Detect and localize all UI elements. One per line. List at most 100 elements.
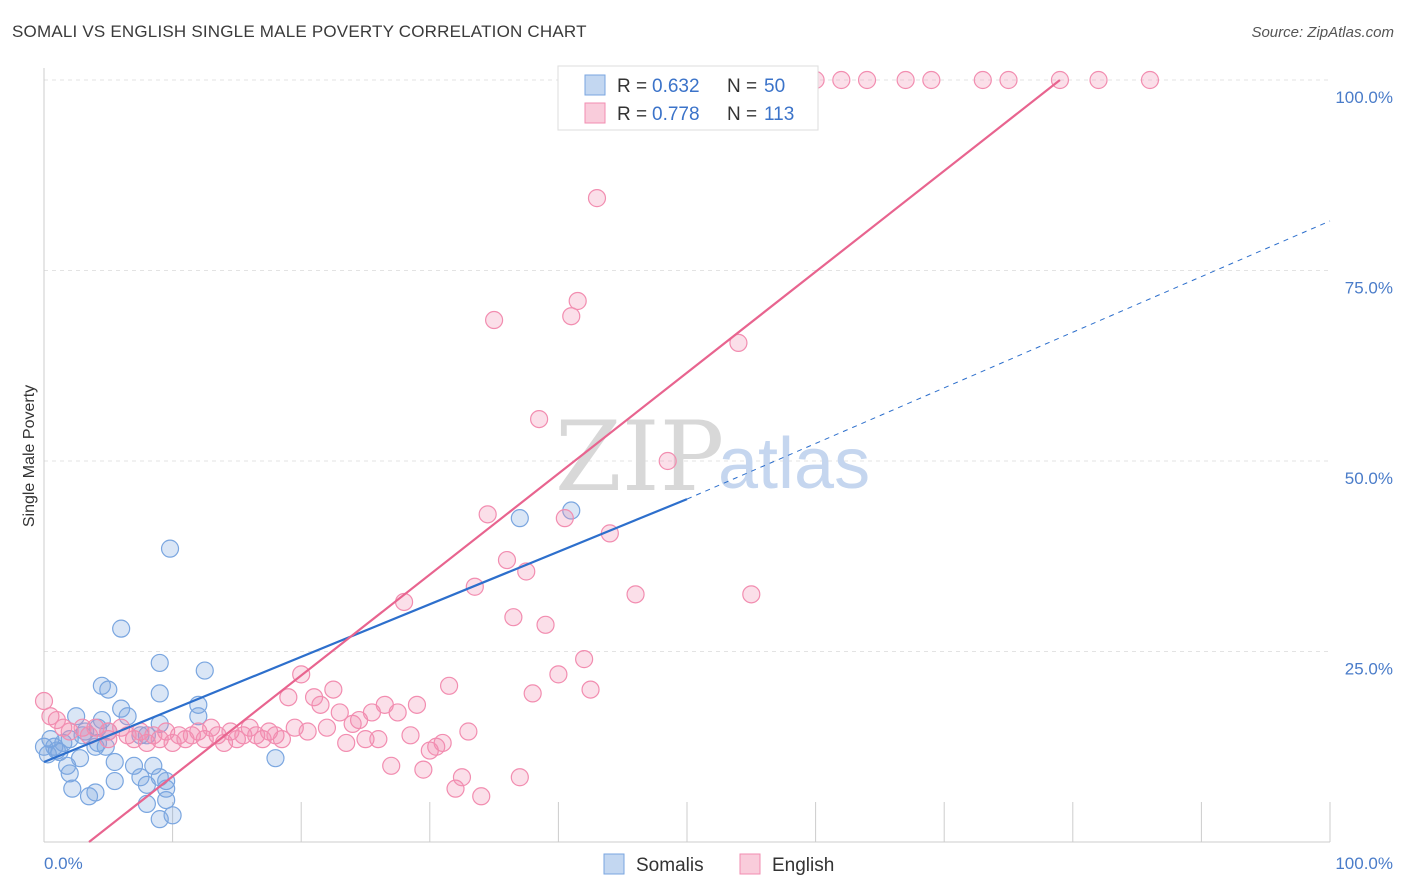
series-somalis: [34, 501, 581, 829]
data-point: [388, 703, 407, 722]
data-point: [279, 688, 298, 707]
data-point: [73, 718, 92, 737]
data-point: [105, 771, 124, 791]
y-axis-title: Single Male Poverty: [21, 385, 38, 527]
data-point: [202, 718, 221, 737]
data-point: [298, 722, 317, 741]
data-point: [317, 718, 337, 737]
data-point: [575, 650, 594, 669]
legend-n-label: N =: [727, 104, 757, 125]
data-point: [195, 661, 214, 680]
trend-line-english: [88, 79, 1061, 843]
data-point: [562, 307, 581, 326]
data-point: [337, 733, 356, 753]
trend-line-extension: [686, 220, 1331, 500]
data-point: [234, 726, 253, 745]
data-point: [266, 749, 285, 768]
data-point: [626, 585, 645, 604]
data-point: [272, 730, 292, 749]
data-point: [857, 70, 877, 90]
data-point: [131, 768, 150, 787]
data-point: [459, 722, 478, 741]
bottom-legend-swatch: [603, 853, 625, 875]
data-point: [896, 70, 915, 90]
data-point: [446, 779, 465, 798]
data-point: [587, 189, 607, 208]
data-point: [562, 501, 581, 520]
legend-n-value: 113: [764, 104, 794, 125]
data-point: [330, 703, 349, 722]
legend-n-value: 50: [764, 76, 785, 97]
legend-swatch: [584, 74, 606, 96]
data-point: [311, 695, 330, 714]
data-point: [63, 779, 82, 798]
legend-n-label: N =: [727, 76, 757, 97]
legend: R = 0.632 N = 50 R = 0.778 N = 113: [557, 65, 819, 131]
data-point: [47, 710, 66, 730]
data-point: [1140, 70, 1160, 90]
watermark: ZIP atlas: [555, 401, 870, 513]
series-english: [34, 70, 1160, 806]
data-point: [414, 760, 433, 779]
data-point: [433, 733, 452, 753]
x-tick-label: 0.0%: [44, 854, 83, 873]
data-point: [472, 787, 491, 806]
data-point: [34, 691, 54, 711]
chart-source: Source: ZipAtlas.com: [1251, 24, 1394, 41]
data-point: [658, 451, 677, 471]
data-point: [401, 726, 420, 745]
data-point: [70, 749, 90, 768]
data-point: [240, 718, 259, 737]
data-point: [382, 756, 401, 775]
trend-line-somalis: [43, 498, 688, 764]
data-point: [510, 768, 529, 787]
data-point: [973, 70, 992, 90]
data-point: [581, 680, 600, 699]
data-point: [99, 680, 118, 699]
data-point: [555, 509, 574, 528]
data-point: [485, 310, 504, 330]
legend-box: [557, 65, 819, 131]
data-point: [999, 70, 1018, 90]
data-point: [92, 710, 111, 730]
y-tick-label: 25.0%: [1345, 660, 1393, 679]
y-tick-label: 75.0%: [1345, 279, 1393, 298]
data-point: [356, 730, 375, 749]
data-point: [549, 665, 568, 684]
legend-swatch: [584, 102, 606, 124]
data-point: [144, 756, 163, 775]
watermark-atlas: atlas: [718, 424, 870, 504]
data-point: [729, 333, 748, 352]
tick-labels: 25.0% 50.0% 75.0% 100.0% 0.0% 100.0%: [44, 88, 1393, 873]
data-point: [124, 756, 144, 775]
data-point: [324, 680, 343, 699]
data-point: [60, 764, 79, 783]
data-point: [504, 608, 523, 627]
data-point: [67, 707, 86, 726]
data-point: [86, 783, 105, 802]
data-point: [536, 615, 555, 634]
legend-r-value: 0.778: [652, 104, 700, 125]
data-point: [105, 752, 124, 772]
trend-lines: [43, 79, 1331, 843]
data-point: [1089, 70, 1108, 90]
data-point: [922, 70, 941, 90]
data-point: [160, 539, 180, 558]
data-point: [439, 676, 459, 695]
y-tick-label: 100.0%: [1335, 88, 1393, 107]
data-point: [163, 806, 182, 825]
data-point: [510, 509, 529, 528]
x-tick-label: 100.0%: [1335, 854, 1393, 873]
data-point: [112, 699, 131, 718]
data-point: [568, 291, 587, 311]
data-point: [742, 585, 761, 604]
data-point: [523, 684, 542, 703]
data-point: [112, 619, 131, 638]
data-point: [478, 505, 497, 524]
legend-r-value: 0.632: [652, 76, 700, 97]
data-point: [118, 707, 137, 726]
bottom-legend-label: Somalis: [636, 855, 704, 876]
axes: [43, 68, 1331, 843]
bottom-legend-swatch: [739, 853, 761, 875]
legend-r-label: R =: [617, 104, 647, 125]
